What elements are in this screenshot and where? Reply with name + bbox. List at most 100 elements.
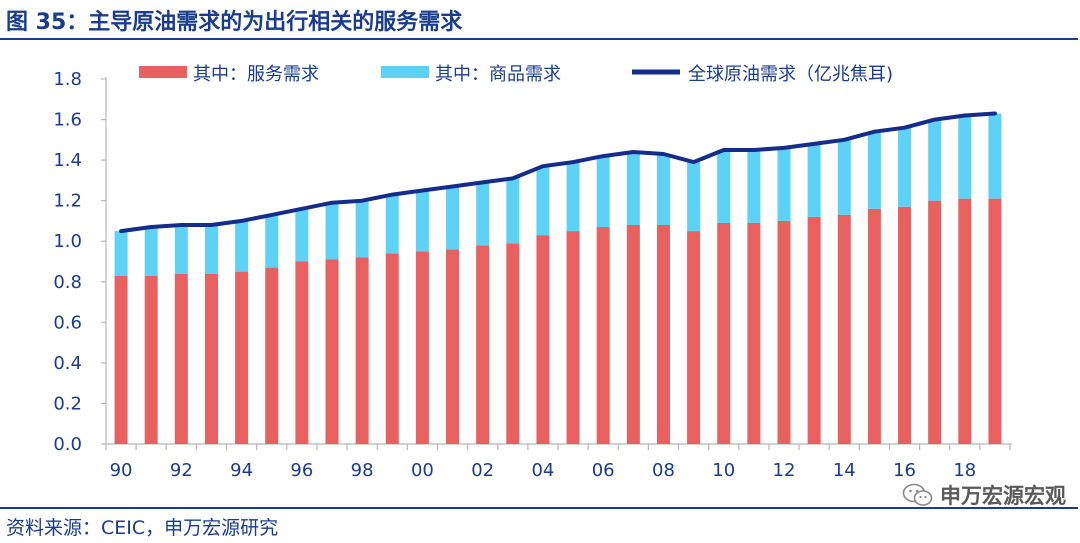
y-tick-label: 0.6 xyxy=(53,312,82,333)
bar-services xyxy=(747,222,761,444)
bar-services xyxy=(265,267,279,444)
x-axis: 90 92 94 96 98 00 02 04 06 08 10 12 14 16 18 xyxy=(105,443,1012,481)
legend-label-total-demand: 全球原油需求（亿兆焦耳) xyxy=(688,64,893,85)
bar-goods xyxy=(385,194,399,254)
bar-goods xyxy=(958,115,972,199)
bar-goods xyxy=(626,152,640,225)
title-rule xyxy=(0,38,1078,40)
figure-title: 图 35：主导原油需求的为出行相关的服务需求 xyxy=(6,10,463,35)
bar-goods xyxy=(928,119,942,201)
bar-services xyxy=(114,275,128,444)
bar-services xyxy=(506,243,520,444)
bar-services xyxy=(958,198,972,444)
legend-swatch-services xyxy=(139,66,187,78)
bar-services xyxy=(385,253,399,444)
bar-goods xyxy=(446,186,460,250)
y-tick-label: 1.0 xyxy=(53,231,82,252)
watermark-text: 申万宏源宏观 xyxy=(940,484,1066,508)
x-tick-label: 96 xyxy=(290,460,313,481)
bar-services xyxy=(626,225,640,444)
x-tick-label: 18 xyxy=(953,460,976,481)
bar-services xyxy=(837,214,851,444)
x-tick-label: 06 xyxy=(592,460,615,481)
bar-goods xyxy=(988,113,1002,199)
bar-goods xyxy=(325,202,339,260)
bar-services xyxy=(988,198,1002,444)
legend-label-services: 其中：服务需求 xyxy=(193,64,319,85)
bar-goods xyxy=(355,200,369,258)
x-tick-label: 12 xyxy=(773,460,796,481)
bar-services xyxy=(446,249,460,444)
x-tick-label: 04 xyxy=(531,460,554,481)
bar-services xyxy=(687,231,701,444)
x-tick-label: 02 xyxy=(471,460,494,481)
y-axis: 0.0 0.2 0.4 0.6 0.8 1.0 1.2 1.4 1.6 1.8 xyxy=(53,69,107,455)
bar-goods xyxy=(898,127,912,207)
legend: 其中：服务需求 其中：商品需求 全球原油需求（亿兆焦耳) xyxy=(139,64,893,85)
bar-goods xyxy=(566,162,580,232)
bar-goods xyxy=(837,139,851,215)
source-rule xyxy=(0,507,1078,509)
bar-goods xyxy=(747,149,761,223)
bar-goods xyxy=(144,227,158,276)
bar-services xyxy=(355,257,369,444)
bar-services xyxy=(656,225,670,444)
x-tick-label: 16 xyxy=(893,460,916,481)
bar-services xyxy=(566,231,580,444)
bar-services xyxy=(235,271,249,444)
y-tick-label: 0.8 xyxy=(53,272,82,293)
bar-services xyxy=(325,259,339,444)
bars xyxy=(114,113,1002,444)
wechat-icon xyxy=(902,483,933,506)
total-demand-line-layer xyxy=(119,111,997,234)
bar-services xyxy=(717,222,731,444)
bar-goods xyxy=(596,156,610,228)
x-tick-label: 94 xyxy=(230,460,253,481)
bar-goods xyxy=(265,214,279,268)
bar-goods xyxy=(867,131,881,209)
x-tick-label: 14 xyxy=(833,460,856,481)
bar-goods xyxy=(295,208,309,262)
y-tick-label: 0.4 xyxy=(53,353,82,374)
x-tick-label: 00 xyxy=(411,460,434,481)
x-tick-label: 90 xyxy=(110,460,133,481)
y-tick-label: 0.2 xyxy=(53,393,82,414)
bar-goods xyxy=(777,147,791,221)
x-tick-label: 08 xyxy=(652,460,675,481)
bar-services xyxy=(807,216,821,444)
bar-services xyxy=(928,200,942,444)
bar-services xyxy=(144,275,158,444)
bar-services xyxy=(415,251,429,444)
y-tick-label: 1.6 xyxy=(53,110,82,131)
y-tick-label: 1.4 xyxy=(53,150,82,171)
bar-services xyxy=(596,227,610,444)
source-note: 资料来源：CEIC，申万宏源研究 xyxy=(6,517,279,539)
bar-services xyxy=(295,261,309,444)
bar-goods xyxy=(204,225,218,274)
bar-goods xyxy=(415,190,429,252)
legend-label-goods: 其中：商品需求 xyxy=(435,64,561,85)
bar-services xyxy=(898,206,912,444)
bar-services xyxy=(174,273,188,444)
bar-goods xyxy=(687,162,701,232)
bar-services xyxy=(476,245,490,444)
bar-goods xyxy=(476,182,490,246)
y-tick-label: 1.2 xyxy=(53,191,82,212)
watermark: 申万宏源宏观 xyxy=(902,480,1066,510)
bar-services xyxy=(204,273,218,444)
total-demand-line xyxy=(119,111,997,234)
bar-services xyxy=(777,220,791,444)
y-tick-label: 0.0 xyxy=(53,434,82,455)
bar-goods xyxy=(717,149,731,223)
x-tick-label: 10 xyxy=(712,460,735,481)
bar-services xyxy=(536,235,550,444)
x-tick-label: 92 xyxy=(170,460,193,481)
bar-goods xyxy=(656,154,670,225)
bar-goods xyxy=(536,166,550,236)
bar-goods xyxy=(807,143,821,217)
bar-services xyxy=(867,208,881,444)
bar-goods xyxy=(174,225,188,274)
legend-swatch-goods xyxy=(381,66,429,78)
y-tick-label: 1.8 xyxy=(53,69,82,90)
